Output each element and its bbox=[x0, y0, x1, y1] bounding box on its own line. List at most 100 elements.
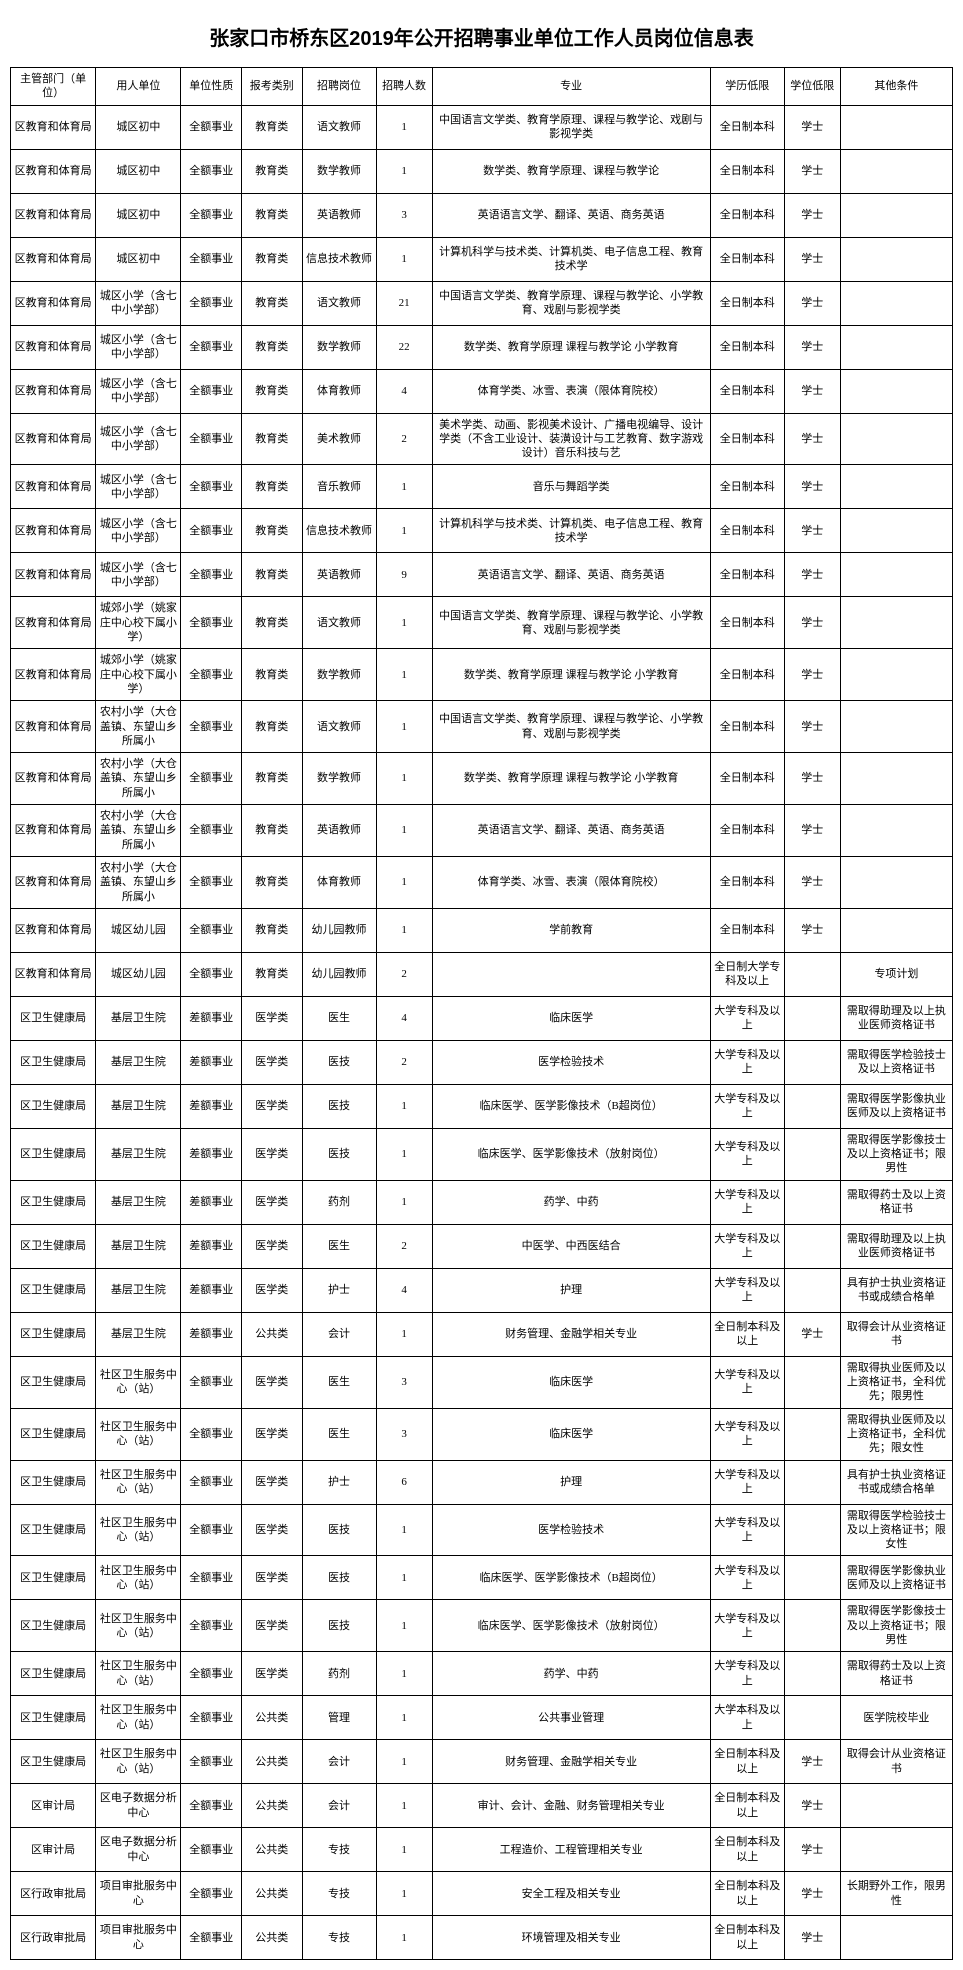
table-cell: 全日制本科 bbox=[710, 105, 784, 149]
table-cell: 全日制本科 bbox=[710, 553, 784, 597]
table-cell bbox=[840, 701, 952, 753]
table-cell bbox=[784, 1224, 840, 1268]
table-cell: 学士 bbox=[784, 1740, 840, 1784]
table-cell: 药学、中药 bbox=[432, 1652, 710, 1696]
table-cell: 大学专科及以上 bbox=[710, 1128, 784, 1180]
table-cell: 全额事业 bbox=[181, 325, 242, 369]
table-cell: 学士 bbox=[784, 1784, 840, 1828]
table-cell: 财务管理、金融学相关专业 bbox=[432, 1740, 710, 1784]
table-cell bbox=[784, 1696, 840, 1740]
table-cell: 药学、中药 bbox=[432, 1180, 710, 1224]
table-header-cell: 学位低限 bbox=[784, 68, 840, 106]
table-cell: 教育类 bbox=[241, 856, 302, 908]
table-cell: 全额事业 bbox=[181, 1504, 242, 1556]
table-cell bbox=[432, 952, 710, 996]
table-row: 区卫生健康局社区卫生服务中心（站）全额事业医学类医技1临床医学、医学影像技术（B… bbox=[11, 1556, 953, 1600]
table-cell: 全日制本科 bbox=[710, 237, 784, 281]
table-cell: 公共类 bbox=[241, 1740, 302, 1784]
table-cell: 医技 bbox=[302, 1600, 376, 1652]
table-cell: 区教育和体育局 bbox=[11, 369, 96, 413]
table-cell: 幼儿园教师 bbox=[302, 952, 376, 996]
table-cell: 信息技术教师 bbox=[302, 509, 376, 553]
table-cell: 公共类 bbox=[241, 1696, 302, 1740]
table-cell: 农村小学（大仓盖镇、东望山乡所属小 bbox=[96, 753, 181, 805]
table-row: 区教育和体育局农村小学（大仓盖镇、东望山乡所属小全额事业教育类语文教师1中国语言… bbox=[11, 701, 953, 753]
table-cell: 1 bbox=[376, 509, 432, 553]
table-cell: 全额事业 bbox=[181, 856, 242, 908]
table-row: 区教育和体育局农村小学（大仓盖镇、东望山乡所属小全额事业教育类体育教师1体育学类… bbox=[11, 856, 953, 908]
table-row: 区教育和体育局城区初中全额事业教育类信息技术教师1计算机科学与技术类、计算机类、… bbox=[11, 237, 953, 281]
table-cell: 全日制本科 bbox=[710, 465, 784, 509]
table-cell: 具有护士执业资格证书或成绩合格单 bbox=[840, 1268, 952, 1312]
table-cell: 区电子数据分析中心 bbox=[96, 1828, 181, 1872]
table-cell: 数学类、教育学原理 课程与教学论 小学教育 bbox=[432, 649, 710, 701]
table-cell: 基层卫生院 bbox=[96, 996, 181, 1040]
table-cell: 项目审批服务中心 bbox=[96, 1872, 181, 1916]
table-header-cell: 报考类别 bbox=[241, 68, 302, 106]
table-cell bbox=[840, 1828, 952, 1872]
table-cell: 需取得医学影像执业医师及以上资格证书 bbox=[840, 1084, 952, 1128]
table-cell: 全额事业 bbox=[181, 1652, 242, 1696]
table-row: 区教育和体育局农村小学（大仓盖镇、东望山乡所属小全额事业教育类数学教师1数学类、… bbox=[11, 753, 953, 805]
table-cell: 差额事业 bbox=[181, 996, 242, 1040]
table-cell: 需取得助理及以上执业医师资格证书 bbox=[840, 996, 952, 1040]
table-cell: 区卫生健康局 bbox=[11, 1740, 96, 1784]
table-cell bbox=[784, 996, 840, 1040]
table-cell: 医技 bbox=[302, 1556, 376, 1600]
table-row: 区行政审批局项目审批服务中心全额事业公共类专技1安全工程及相关专业全日制本科及以… bbox=[11, 1872, 953, 1916]
table-cell: 全额事业 bbox=[181, 413, 242, 465]
table-cell bbox=[840, 908, 952, 952]
table-cell: 学士 bbox=[784, 908, 840, 952]
table-cell: 教育类 bbox=[241, 553, 302, 597]
table-cell: 区卫生健康局 bbox=[11, 1600, 96, 1652]
table-cell: 社区卫生服务中心（站） bbox=[96, 1556, 181, 1600]
table-cell: 医生 bbox=[302, 996, 376, 1040]
table-cell: 大学专科及以上 bbox=[710, 1460, 784, 1504]
table-cell: 需取得执业医师及以上资格证书，全科优先；限男性 bbox=[840, 1356, 952, 1408]
table-cell: 全日制本科 bbox=[710, 805, 784, 857]
table-cell: 数学类、教育学原理、课程与教学论 bbox=[432, 149, 710, 193]
table-cell: 大学专科及以上 bbox=[710, 1040, 784, 1084]
table-cell: 护士 bbox=[302, 1268, 376, 1312]
table-row: 区教育和体育局城区初中全额事业教育类数学教师1数学类、教育学原理、课程与教学论全… bbox=[11, 149, 953, 193]
table-cell: 取得会计从业资格证书 bbox=[840, 1740, 952, 1784]
table-cell: 学士 bbox=[784, 193, 840, 237]
table-cell: 2 bbox=[376, 1040, 432, 1084]
table-row: 区卫生健康局社区卫生服务中心（站）全额事业公共类会计1财务管理、金融学相关专业全… bbox=[11, 1740, 953, 1784]
table-cell: 区教育和体育局 bbox=[11, 908, 96, 952]
table-cell: 基层卫生院 bbox=[96, 1084, 181, 1128]
table-cell: 需取得医学检验技士及以上资格证书 bbox=[840, 1040, 952, 1084]
table-cell bbox=[840, 149, 952, 193]
table-cell: 区卫生健康局 bbox=[11, 1408, 96, 1460]
table-cell: 临床医学 bbox=[432, 1408, 710, 1460]
table-cell: 临床医学、医学影像技术（B超岗位） bbox=[432, 1556, 710, 1600]
table-cell bbox=[784, 1460, 840, 1504]
table-cell: 区教育和体育局 bbox=[11, 805, 96, 857]
table-cell bbox=[784, 1180, 840, 1224]
table-cell: 教育类 bbox=[241, 281, 302, 325]
table-cell: 英语语言文学、翻译、英语、商务英语 bbox=[432, 805, 710, 857]
table-cell bbox=[784, 1408, 840, 1460]
table-cell: 1 bbox=[376, 465, 432, 509]
table-cell: 全额事业 bbox=[181, 1556, 242, 1600]
table-cell: 大学专科及以上 bbox=[710, 1356, 784, 1408]
table-cell: 1 bbox=[376, 1180, 432, 1224]
table-cell: 城区初中 bbox=[96, 105, 181, 149]
table-cell: 基层卫生院 bbox=[96, 1312, 181, 1356]
table-cell: 全额事业 bbox=[181, 465, 242, 509]
table-row: 区教育和体育局城区初中全额事业教育类语文教师1中国语言文学类、教育学原理、课程与… bbox=[11, 105, 953, 149]
table-cell: 学前教育 bbox=[432, 908, 710, 952]
table-cell: 城区小学（含七中小学部） bbox=[96, 413, 181, 465]
table-cell: 1 bbox=[376, 1600, 432, 1652]
table-cell: 医生 bbox=[302, 1224, 376, 1268]
table-cell: 区教育和体育局 bbox=[11, 149, 96, 193]
table-cell: 1 bbox=[376, 908, 432, 952]
table-cell: 医技 bbox=[302, 1040, 376, 1084]
table-cell: 专技 bbox=[302, 1916, 376, 1960]
table-cell: 医技 bbox=[302, 1128, 376, 1180]
table-cell: 城郊小学（姚家庄中心校下属小学） bbox=[96, 597, 181, 649]
table-cell: 公共事业管理 bbox=[432, 1696, 710, 1740]
table-cell: 全额事业 bbox=[181, 1460, 242, 1504]
table-cell: 医学类 bbox=[241, 1408, 302, 1460]
table-cell: 区教育和体育局 bbox=[11, 649, 96, 701]
